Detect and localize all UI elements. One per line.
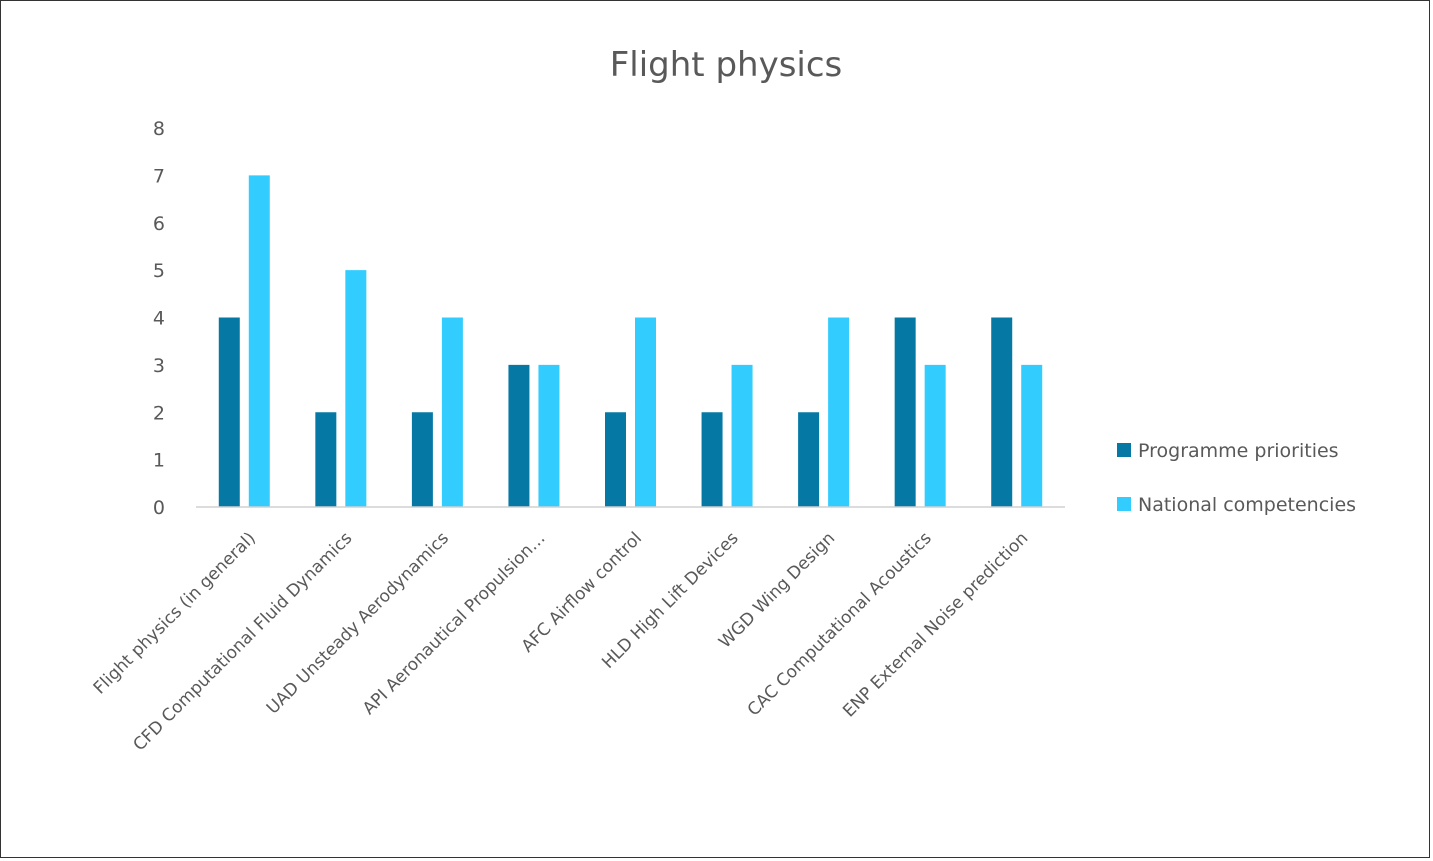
bar-programme-priorities xyxy=(798,412,820,507)
legend-label: National competencies xyxy=(1138,494,1356,516)
bar-national-competencies xyxy=(731,364,753,507)
bar-programme-priorities xyxy=(894,317,916,507)
bar-programme-priorities xyxy=(991,317,1013,507)
bar-national-competencies xyxy=(828,317,850,507)
y-axis: 0 1 2 3 4 5 6 7 8 xyxy=(153,118,165,519)
x-axis-labels: Flight physics (in general)CFD Computati… xyxy=(90,528,1032,755)
bar-programme-priorities xyxy=(605,412,626,507)
x-category-label: CFD Computational Fluid Dynamics xyxy=(130,528,357,755)
legend-swatch xyxy=(1117,497,1131,511)
legend: Programme priorities National competencie… xyxy=(1117,440,1356,516)
y-tick-label: 7 xyxy=(153,165,165,187)
y-tick-label: 1 xyxy=(153,450,165,472)
y-tick-label: 6 xyxy=(153,213,165,235)
bar-national-competencies xyxy=(1021,364,1043,507)
y-tick-label: 8 xyxy=(153,118,165,140)
bar-national-competencies xyxy=(924,364,946,507)
x-category-label: API Aeronautical Propulsion… xyxy=(359,528,549,718)
bar-national-competencies xyxy=(441,317,463,507)
y-tick-label: 2 xyxy=(153,402,165,424)
chart-title: Flight physics xyxy=(610,45,843,85)
bar-programme-priorities xyxy=(701,412,723,507)
y-tick-label: 5 xyxy=(153,260,165,282)
x-category-label: CAC Computational Acoustics xyxy=(744,528,936,720)
bar-national-competencies xyxy=(345,270,367,507)
bar-programme-priorities xyxy=(218,317,240,507)
bar-national-competencies xyxy=(248,175,270,507)
legend-label: Programme priorities xyxy=(1138,440,1339,462)
y-tick-label: 3 xyxy=(153,355,165,377)
y-tick-label: 0 xyxy=(153,497,165,519)
bar-national-competencies xyxy=(635,317,656,507)
x-category-label: UAD Unsteady Aerodynamics xyxy=(263,528,453,718)
legend-swatch xyxy=(1117,443,1131,457)
bar-national-competencies xyxy=(538,364,560,507)
bar-programme-priorities xyxy=(315,412,337,507)
x-category-label: Flight physics (in general) xyxy=(90,528,260,698)
bars xyxy=(218,175,1043,507)
bar-programme-priorities xyxy=(411,412,433,507)
y-tick-label: 4 xyxy=(153,308,165,330)
x-category-label: ENP External Noise prediction xyxy=(839,528,1032,721)
bar-programme-priorities xyxy=(508,364,530,507)
